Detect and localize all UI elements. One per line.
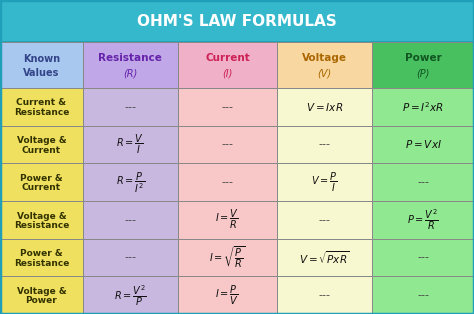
- Bar: [178, 163, 277, 201]
- Bar: [0, 126, 83, 163]
- Text: $I = \dfrac{V}{R}$: $I = \dfrac{V}{R}$: [216, 208, 239, 231]
- Text: ---: ---: [417, 290, 429, 300]
- Text: Voltage &: Voltage &: [17, 287, 66, 296]
- Bar: [277, 126, 372, 163]
- Text: ---: ---: [124, 215, 137, 225]
- Bar: [0, 88, 83, 126]
- Text: $I = \dfrac{P}{V}$: $I = \dfrac{P}{V}$: [216, 284, 239, 307]
- Text: ---: ---: [221, 139, 234, 149]
- Text: ---: ---: [417, 252, 429, 263]
- Bar: [83, 88, 178, 126]
- Bar: [178, 42, 277, 88]
- Bar: [0, 276, 83, 314]
- Bar: [277, 163, 372, 201]
- Text: Current: Current: [205, 53, 250, 63]
- Bar: [277, 276, 372, 314]
- Bar: [178, 239, 277, 276]
- Bar: [277, 88, 372, 126]
- Text: ---: ---: [319, 139, 331, 149]
- Text: OHM'S LAW FORMULAS: OHM'S LAW FORMULAS: [137, 14, 337, 29]
- Text: ---: ---: [221, 102, 234, 112]
- Bar: [0, 0, 474, 42]
- Bar: [83, 239, 178, 276]
- Text: $I = \sqrt{\dfrac{P}{R}}$: $I = \sqrt{\dfrac{P}{R}}$: [209, 245, 246, 270]
- Bar: [372, 42, 474, 88]
- Text: $V = IxR$: $V = IxR$: [306, 101, 343, 113]
- Bar: [372, 126, 474, 163]
- Bar: [0, 163, 83, 201]
- Text: ---: ---: [221, 177, 234, 187]
- Bar: [277, 239, 372, 276]
- Text: Power: Power: [26, 296, 57, 305]
- Bar: [178, 126, 277, 163]
- Bar: [277, 42, 372, 88]
- Text: Current &: Current &: [17, 99, 66, 107]
- Text: Voltage &: Voltage &: [17, 136, 66, 145]
- Bar: [83, 42, 178, 88]
- Text: Resistance: Resistance: [14, 108, 69, 117]
- Bar: [372, 163, 474, 201]
- Text: $P = VxI$: $P = VxI$: [404, 138, 442, 150]
- Text: ---: ---: [319, 290, 331, 300]
- Text: $V = \dfrac{P}{I}$: $V = \dfrac{P}{I}$: [311, 171, 338, 194]
- Text: Resistance: Resistance: [14, 259, 69, 268]
- Bar: [372, 88, 474, 126]
- Text: Resistance: Resistance: [99, 53, 162, 63]
- Text: Voltage: Voltage: [302, 53, 347, 63]
- Bar: [83, 276, 178, 314]
- Bar: [0, 201, 83, 239]
- Text: Power: Power: [405, 53, 441, 63]
- Bar: [178, 201, 277, 239]
- Text: (I): (I): [222, 68, 233, 78]
- Bar: [178, 276, 277, 314]
- Text: Power &: Power &: [20, 249, 63, 258]
- Text: Resistance: Resistance: [14, 221, 69, 230]
- Text: $R = \dfrac{P}{I^2}$: $R = \dfrac{P}{I^2}$: [116, 170, 145, 195]
- Bar: [277, 201, 372, 239]
- Text: $R = \dfrac{V^2}{P}$: $R = \dfrac{V^2}{P}$: [114, 283, 147, 308]
- Text: $P = \dfrac{V^2}{R}$: $P = \dfrac{V^2}{R}$: [407, 207, 439, 232]
- Bar: [83, 201, 178, 239]
- Text: ---: ---: [417, 177, 429, 187]
- Text: Power &: Power &: [20, 174, 63, 183]
- Text: Known: Known: [23, 54, 60, 64]
- Bar: [0, 42, 83, 88]
- Text: (P): (P): [416, 68, 430, 78]
- Bar: [83, 126, 178, 163]
- Text: ---: ---: [319, 215, 331, 225]
- Text: ---: ---: [124, 252, 137, 263]
- Text: (R): (R): [123, 68, 137, 78]
- Bar: [372, 201, 474, 239]
- Bar: [0, 239, 83, 276]
- Text: Values: Values: [23, 68, 60, 78]
- Text: ---: ---: [124, 102, 137, 112]
- Bar: [178, 88, 277, 126]
- Text: $V = \sqrt{PxR}$: $V = \sqrt{PxR}$: [300, 249, 350, 266]
- Text: $P = I^2xR$: $P = I^2xR$: [402, 100, 444, 114]
- Text: Current: Current: [22, 183, 61, 192]
- Bar: [83, 163, 178, 201]
- Bar: [372, 276, 474, 314]
- Text: Voltage &: Voltage &: [17, 212, 66, 220]
- Bar: [372, 239, 474, 276]
- Text: (V): (V): [318, 68, 332, 78]
- Text: $R = \dfrac{V}{I}$: $R = \dfrac{V}{I}$: [116, 133, 145, 156]
- Text: Current: Current: [22, 146, 61, 154]
